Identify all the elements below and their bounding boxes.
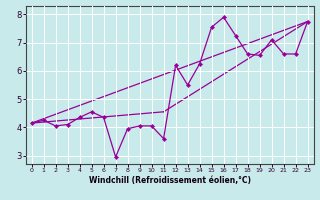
X-axis label: Windchill (Refroidissement éolien,°C): Windchill (Refroidissement éolien,°C) bbox=[89, 176, 251, 185]
